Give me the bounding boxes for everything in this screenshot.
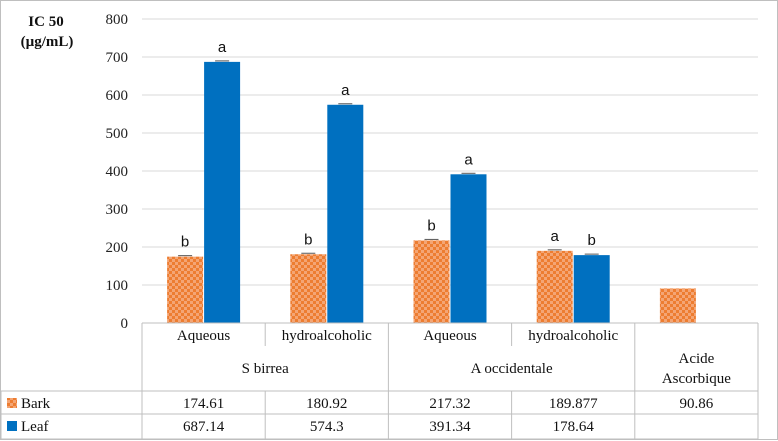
significance-letter: a	[464, 151, 473, 168]
table-cell-value: 217.32	[429, 396, 470, 412]
error-bars	[178, 60, 599, 257]
category-label: Aqueous	[177, 328, 230, 344]
y-tick-label: 800	[106, 12, 129, 28]
bar-bark	[167, 256, 204, 323]
significance-letter: b	[181, 234, 189, 251]
significance-letter: a	[218, 39, 227, 56]
y-tick-label: 700	[106, 50, 129, 66]
y-tick-label: 100	[106, 278, 129, 294]
table-cell-value: 174.61	[183, 396, 224, 412]
bars	[167, 61, 696, 324]
bar-bark	[290, 254, 327, 323]
legend-key-bark	[7, 398, 17, 408]
bar-bark	[413, 240, 450, 323]
table-cell-value: 574.3	[310, 419, 344, 435]
y-tick-label: 500	[106, 126, 129, 142]
y-axis-title-line2: (µg/mL)	[21, 34, 74, 50]
bar-leaf	[327, 104, 364, 324]
y-tick-label: 400	[106, 164, 129, 180]
significance-letter: b	[427, 217, 435, 234]
category-label: hydroalcoholic	[282, 328, 372, 344]
significance-letter: a	[551, 228, 560, 245]
y-tick-labels: 0 100 200 300 400 500 600 700 800	[106, 12, 129, 332]
table-cell-value: 178.64	[553, 419, 595, 435]
bar-leaf	[573, 255, 610, 323]
group-label-line1: Acide	[678, 351, 714, 367]
legend-label: Leaf	[21, 419, 48, 435]
category-label: Aqueous	[423, 328, 476, 344]
y-tick-label: 0	[121, 316, 129, 332]
y-tick-label: 300	[106, 202, 129, 218]
data-table: Aqueous hydroalcoholic Aqueous hydroalcohol…	[1, 322, 759, 440]
gridlines	[142, 18, 758, 286]
bar-leaf	[204, 61, 241, 323]
y-tick-label: 200	[106, 240, 129, 256]
legend-key-leaf	[7, 421, 17, 431]
y-axis-title: IC 50 (µg/mL)	[21, 14, 74, 50]
table-cell-value: 189.877	[549, 396, 598, 412]
table-cell-value: 391.34	[429, 419, 471, 435]
significance-letters: b b b a a a a b	[181, 39, 596, 251]
significance-letter: b	[588, 232, 596, 249]
bar-leaf	[450, 174, 487, 323]
bar-bark	[659, 288, 696, 323]
category-label: hydroalcoholic	[528, 328, 618, 344]
table-cell-value: 90.86	[680, 396, 714, 412]
y-tick-label: 600	[106, 88, 129, 104]
table-cell-value: 687.14	[183, 419, 225, 435]
group-label-line2: Ascorbique	[662, 371, 731, 387]
significance-letter: b	[304, 231, 312, 248]
group-label: A occidentale	[471, 361, 553, 377]
significance-letter: a	[341, 82, 350, 99]
legend-label: Bark	[21, 396, 51, 412]
bar-bark	[536, 250, 573, 323]
group-label: S birrea	[242, 361, 289, 377]
y-axis-title-line1: IC 50	[28, 14, 63, 30]
table-cell-value: 180.92	[306, 396, 347, 412]
